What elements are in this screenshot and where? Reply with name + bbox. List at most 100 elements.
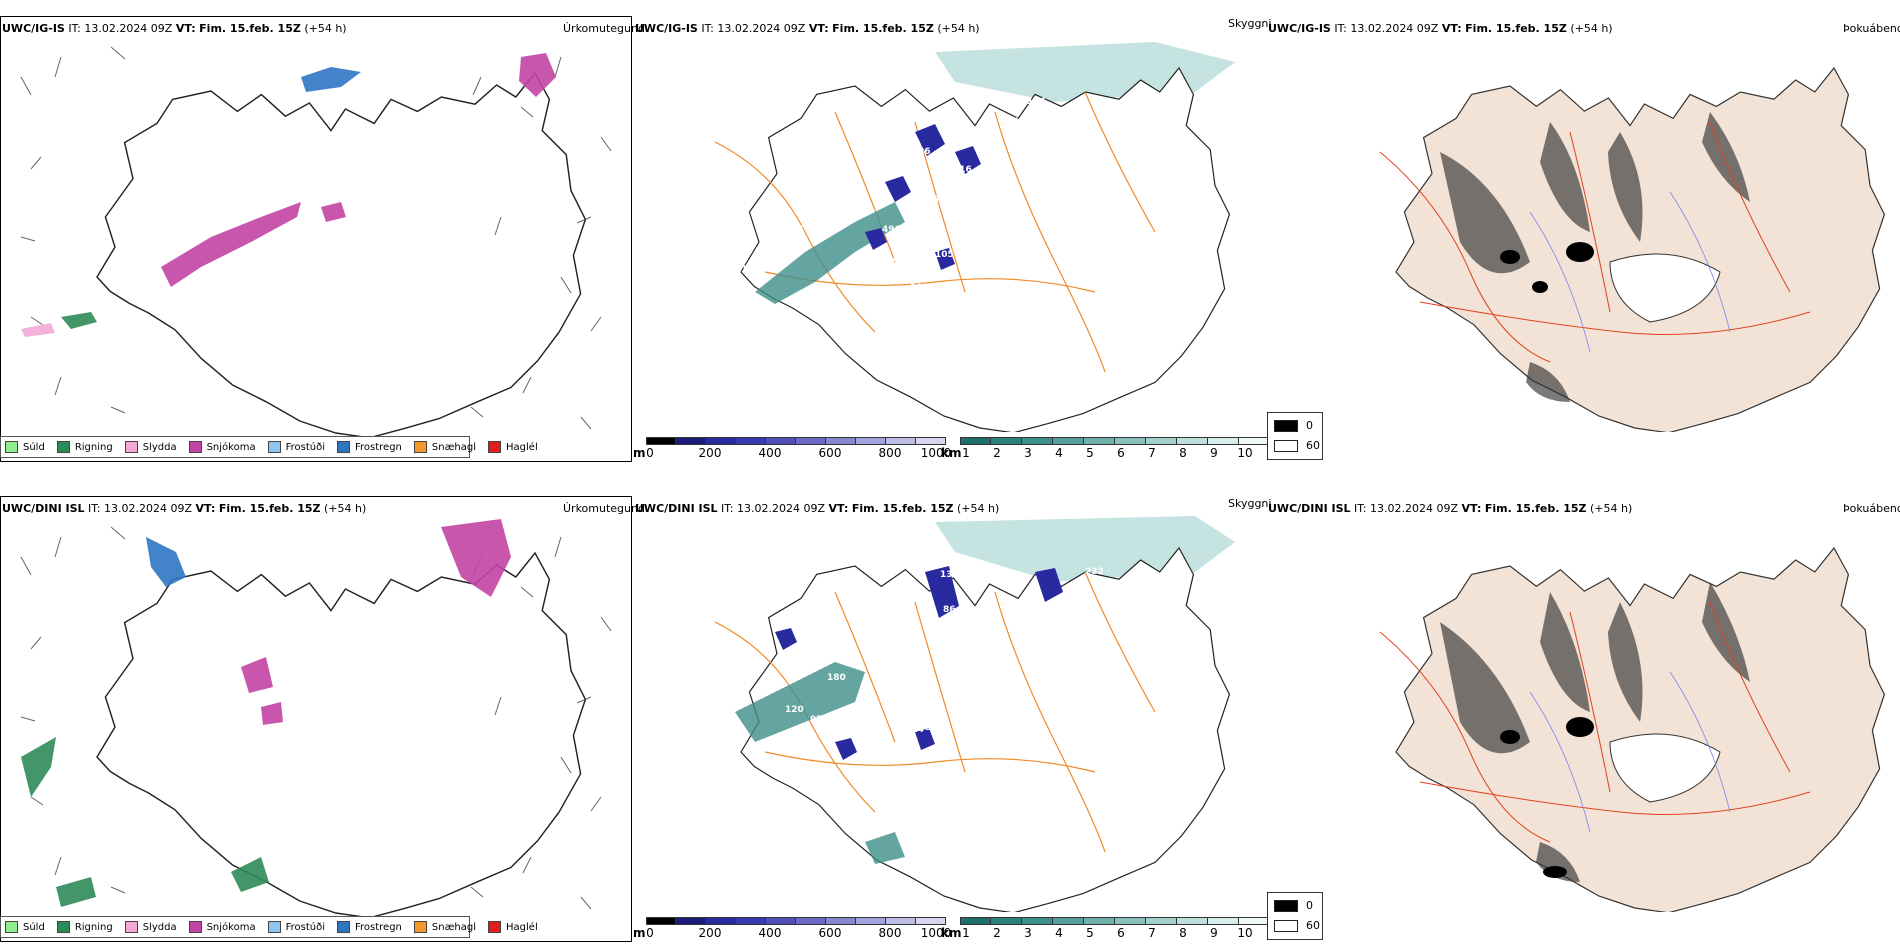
cloud-label: 205: [1117, 595, 1136, 605]
precip-legend: Súld Rigning Slydda Snjókoma Frostúði Fr…: [0, 916, 538, 938]
legend-item: Súld: [5, 921, 45, 933]
cloud-label: 110: [735, 265, 754, 275]
precip-legend: Súld Rigning Slydda Snjókoma Frostúði Fr…: [0, 436, 538, 458]
valid-time: Fim. 15.feb. 15Z: [199, 22, 301, 35]
legend-item: Rigning: [56, 921, 113, 933]
elevation-unit: m: [633, 446, 646, 460]
cloud-label: 111: [810, 595, 829, 605]
distance-colorbar: [960, 437, 1270, 445]
cloud-label: 97: [810, 715, 823, 725]
distance-unit: km: [941, 446, 962, 460]
cloud-label: 95: [763, 563, 776, 573]
fog-title: Þokuábendi: [1843, 22, 1900, 35]
cloud-label: 234: [910, 852, 929, 862]
cloud-label: 105: [935, 250, 954, 260]
cloud-map[interactable]: 110 126 114 486 496 114 105 103 103 107 …: [635, 32, 1265, 434]
legend-item: Frostúði: [267, 921, 325, 933]
legend-item: Haglél: [488, 441, 538, 453]
cloud-label: 496: [882, 225, 901, 235]
cloud-label: 111: [907, 383, 926, 393]
cloud-label: 86: [918, 147, 931, 157]
cloud-label: 107: [975, 245, 994, 255]
model-name: UWC/DINI ISL: [2, 502, 85, 515]
cloud-label: 108: [927, 380, 946, 390]
precip-title: Úrkomutegund: [563, 502, 645, 515]
cloud-label: 103: [870, 275, 889, 285]
lead-time: (+54 h): [304, 22, 347, 35]
init-time: 13.02.2024 09Z: [84, 22, 173, 35]
legend-item: Rigning: [56, 441, 113, 453]
precip-map-svg: [20, 519, 612, 930]
legend-item: Frostregn: [337, 921, 402, 933]
cloud-label: 116: [953, 165, 972, 175]
legend-item: Snæhagl: [413, 441, 476, 453]
row-1: UWC/IG-IS IT: 13.02.2024 09Z VT: Fim. 15…: [0, 16, 1900, 462]
cloud-label: 137: [915, 755, 934, 765]
cloud-label: 125: [750, 547, 769, 557]
cloud-label: 114: [880, 255, 899, 265]
fog-map-svg: [1379, 67, 1886, 434]
cloud-label: 127: [935, 295, 954, 305]
cloud-label: 130: [940, 570, 959, 580]
cloud-label: 122: [873, 655, 892, 665]
cloud-label: 82: [978, 173, 991, 183]
cloud-label: 164: [1027, 97, 1046, 107]
elevation-ticks: 0 200 400 600 800 1000: [646, 446, 952, 460]
elevation-unit: m: [633, 926, 646, 940]
cloud-label: 86: [943, 605, 956, 615]
precip-header: UWC/DINI ISL IT: 13.02.2024 09Z VT: Fim.…: [2, 502, 367, 515]
precip-map[interactable]: [0, 496, 632, 942]
cloud-label: 103: [910, 283, 929, 293]
fog-header: UWC/IG-IS IT: 13.02.2024 09Z VT: Fim. 15…: [1268, 22, 1613, 35]
valid-time: Fim. 15.feb. 15Z: [218, 502, 321, 515]
cloud-title: Skyggni: [1228, 497, 1272, 510]
legend-item: Haglél: [488, 921, 538, 933]
model-name: UWC/IG-IS: [2, 22, 65, 35]
cloud-label: 126: [765, 240, 784, 250]
cloud-header: UWC/IG-IS IT: 13.02.2024 09Z VT: Fim. 15…: [635, 22, 980, 35]
distance-ticks: 1 2 3 4 5 6 7 8 9 10: [962, 446, 1253, 460]
legend-item: Slydda: [124, 921, 177, 933]
cloud-map-svg: 110 126 114 486 496 114 105 103 103 107 …: [714, 42, 1235, 434]
precip-map[interactable]: [0, 16, 632, 462]
distance-colorbar: [960, 917, 1270, 925]
cloud-label: 486: [920, 195, 939, 205]
cloud-label: 51: [925, 723, 938, 733]
legend-item: Snjókoma: [188, 921, 256, 933]
legend-item: Súld: [5, 441, 45, 453]
cloud-label: 110: [1007, 117, 1026, 127]
cloud-label: 114: [905, 725, 924, 735]
legend-item: Frostúði: [267, 441, 325, 453]
row-2: UWC/DINI ISL IT: 13.02.2024 09Z VT: Fim.…: [0, 480, 1900, 950]
distance-unit: km: [941, 926, 962, 940]
cloud-label: 114: [785, 225, 804, 235]
elevation-ticks: 0 200 400 600 800 1000: [646, 926, 952, 940]
cloud-label: 84: [932, 635, 945, 645]
legend-item: Frostregn: [337, 441, 402, 453]
fog-map[interactable]: [1290, 32, 1890, 434]
cloud-header: UWC/DINI ISL IT: 13.02.2024 09Z VT: Fim.…: [635, 502, 1000, 515]
elevation-colorbar: [646, 437, 946, 445]
cloud-label: 180: [827, 673, 846, 683]
cloud-label: 195: [955, 660, 974, 670]
precip-header: UWC/IG-IS IT: 13.02.2024 09Z VT: Fim. 15…: [2, 22, 347, 35]
legend-item: Snæhagl: [413, 921, 476, 933]
fog-header: UWC/DINI ISL IT: 13.02.2024 09Z VT: Fim.…: [1268, 502, 1633, 515]
legend-item: Slydda: [124, 441, 177, 453]
fog-legend: 0 60: [1267, 412, 1323, 460]
distance-ticks: 1 2 3 4 5 6 7 8 9 10: [962, 926, 1253, 940]
precip-title: Úrkomutegund: [563, 22, 645, 35]
cloud-label: 120: [785, 705, 804, 715]
legend-item: Snjókoma: [188, 441, 256, 453]
elevation-colorbar: [646, 917, 946, 925]
cloud-map[interactable]: 125 95 111 130 86 84 195 232 205 180 120…: [635, 512, 1265, 914]
fog-title: Þokuábendi: [1843, 502, 1900, 515]
cloud-map-svg: 125 95 111 130 86 84 195 232 205 180 120…: [714, 516, 1235, 914]
precip-map-svg: [20, 46, 612, 450]
lead-time: (+54 h): [324, 502, 367, 515]
cloud-label: 74: [933, 850, 946, 860]
cloud-title: Skyggni: [1228, 17, 1272, 30]
fog-map-svg: [1379, 547, 1886, 914]
fog-map[interactable]: [1290, 512, 1890, 914]
fog-legend: 0 60: [1267, 892, 1323, 940]
